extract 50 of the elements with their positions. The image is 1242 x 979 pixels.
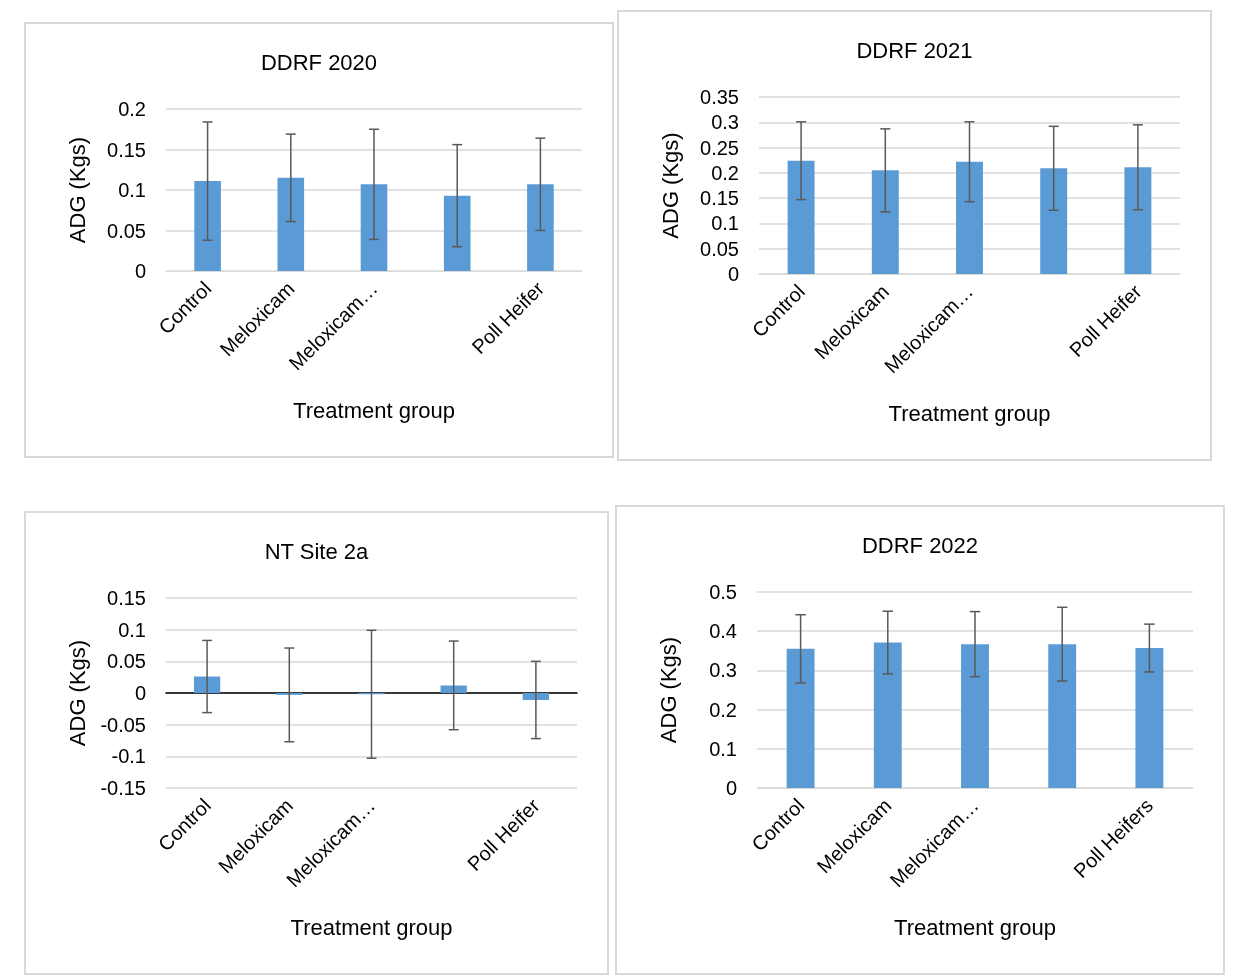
y-tick-label: 0.2: [711, 161, 739, 184]
y-tick-label: 0.4: [709, 620, 737, 643]
chart-title: DDRF 2020: [260, 49, 378, 75]
bar: [440, 685, 467, 693]
chart-title: NT Site 2a: [264, 538, 370, 564]
y-tick-label: 0.05: [700, 237, 739, 260]
y-tick-label: 0.2: [118, 98, 146, 120]
y-axis-title: ADG (Kgs): [64, 639, 90, 747]
y-tick-label: 0.05: [107, 650, 146, 673]
bar: [786, 648, 815, 788]
bar: [277, 177, 305, 271]
y-axis-title: ADG (Kgs): [64, 136, 90, 244]
x-axis-title: Treatment group: [293, 397, 455, 423]
y-tick-label: 0: [134, 260, 146, 282]
bar: [1048, 644, 1077, 788]
bar: [961, 644, 989, 788]
y-tick-label: 0.15: [700, 187, 739, 210]
y-tick-label: -0.15: [100, 777, 146, 799]
y-tick-label: 0.1: [118, 618, 146, 641]
y-tick-label: 0: [725, 777, 737, 799]
x-axis-title: Treatment group: [290, 914, 453, 940]
y-tick-label: 0: [727, 263, 739, 285]
y-tick-label: -0.05: [100, 713, 146, 736]
bar: [194, 181, 221, 271]
y-tick-label: 0.5: [709, 581, 737, 603]
y-axis-title: ADG (Kgs): [657, 132, 683, 239]
bar: [360, 184, 388, 271]
bar: [443, 195, 471, 271]
x-axis-title: Treatment group: [888, 400, 1051, 426]
y-tick-label: 0.3: [709, 659, 737, 682]
bar: [1135, 648, 1164, 788]
bar: [522, 693, 550, 700]
y-tick-label: 0.1: [118, 179, 146, 201]
y-tick-label: 0.1: [709, 737, 737, 760]
x-axis-title: Treatment group: [894, 914, 1056, 940]
bar: [873, 642, 902, 788]
y-tick-label: 0.25: [700, 136, 739, 159]
y-tick-label: -0.1: [111, 745, 146, 768]
chart-title: DDRF 2021: [856, 37, 973, 63]
y-tick-label: 0: [134, 682, 146, 704]
chart-title: DDRF 2022: [861, 532, 979, 558]
y-tick-label: 0.1: [711, 212, 739, 235]
y-tick-label: 0.15: [107, 587, 146, 609]
y-tick-label: 0.2: [709, 698, 737, 721]
y-tick-label: 0.3: [711, 111, 739, 134]
bar: [527, 184, 554, 271]
y-tick-label: 0.15: [107, 138, 146, 161]
y-tick-label: 0.05: [107, 219, 146, 242]
y-tick-label: 0.35: [700, 86, 739, 108]
y-axis-title: ADG (Kgs): [655, 636, 681, 744]
